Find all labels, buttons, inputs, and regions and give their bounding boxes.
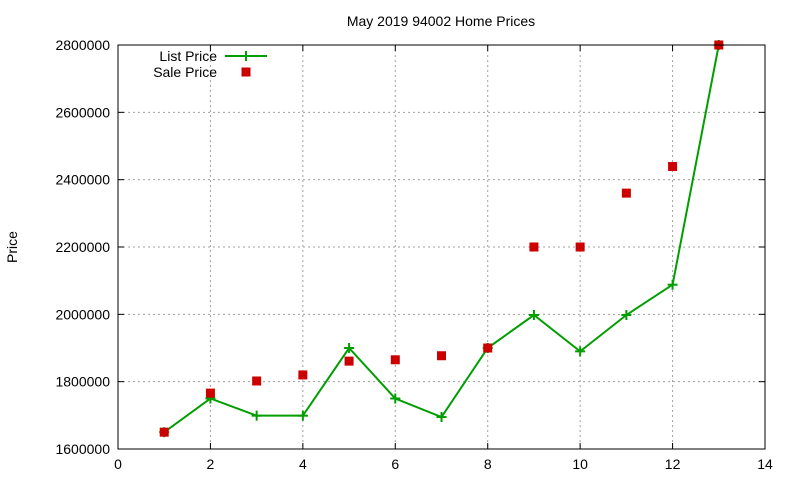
y-tick-label: 2600000 — [55, 104, 110, 120]
series-line — [163, 44, 720, 433]
y-axis-label: Price — [4, 231, 20, 263]
x-tick-label: 6 — [391, 456, 399, 472]
square-marker-icon — [344, 356, 354, 366]
square-marker-icon — [668, 162, 678, 172]
square-marker-icon — [252, 376, 262, 386]
square-marker-icon — [529, 242, 539, 252]
y-tick-label: 2000000 — [55, 306, 110, 322]
square-marker-icon — [390, 355, 400, 365]
grid-lines — [118, 45, 765, 449]
y-tick-label: 2400000 — [55, 172, 110, 188]
plot-frame — [117, 44, 766, 450]
square-marker-icon — [437, 351, 446, 361]
x-tick-label: 12 — [665, 456, 681, 472]
legend-label: Sale Price — [153, 64, 217, 80]
x-tick-label: 8 — [484, 456, 492, 472]
axis-ticks: 0 2 4 6 8 10 12 14 1600000 1800000 2000000 2200000 2… — [55, 37, 773, 472]
square-marker-icon — [205, 388, 215, 398]
square-marker-icon — [241, 67, 251, 77]
square-marker-icon — [621, 188, 631, 198]
square-marker-icon — [483, 343, 493, 353]
chart-title: May 2019 94002 Home Prices — [347, 13, 535, 29]
x-tick-label: 10 — [572, 456, 588, 472]
y-tick-label: 1800000 — [55, 374, 110, 390]
y-tick-label: 1600000 — [55, 441, 110, 457]
series-list-price — [159, 40, 724, 438]
square-marker-icon — [298, 370, 308, 380]
y-tick-label: 2200000 — [55, 239, 110, 255]
y-tick-label: 2800000 — [55, 37, 110, 53]
x-tick-label: 0 — [114, 456, 122, 472]
x-tick-label: 2 — [207, 456, 215, 472]
series-sale-price — [159, 40, 724, 437]
data-series — [159, 40, 724, 438]
square-marker-icon — [575, 242, 585, 252]
legend-label: List Price — [159, 48, 217, 64]
x-tick-label: 4 — [299, 456, 307, 472]
square-marker-icon — [159, 427, 169, 437]
x-tick-label: 14 — [757, 456, 773, 472]
